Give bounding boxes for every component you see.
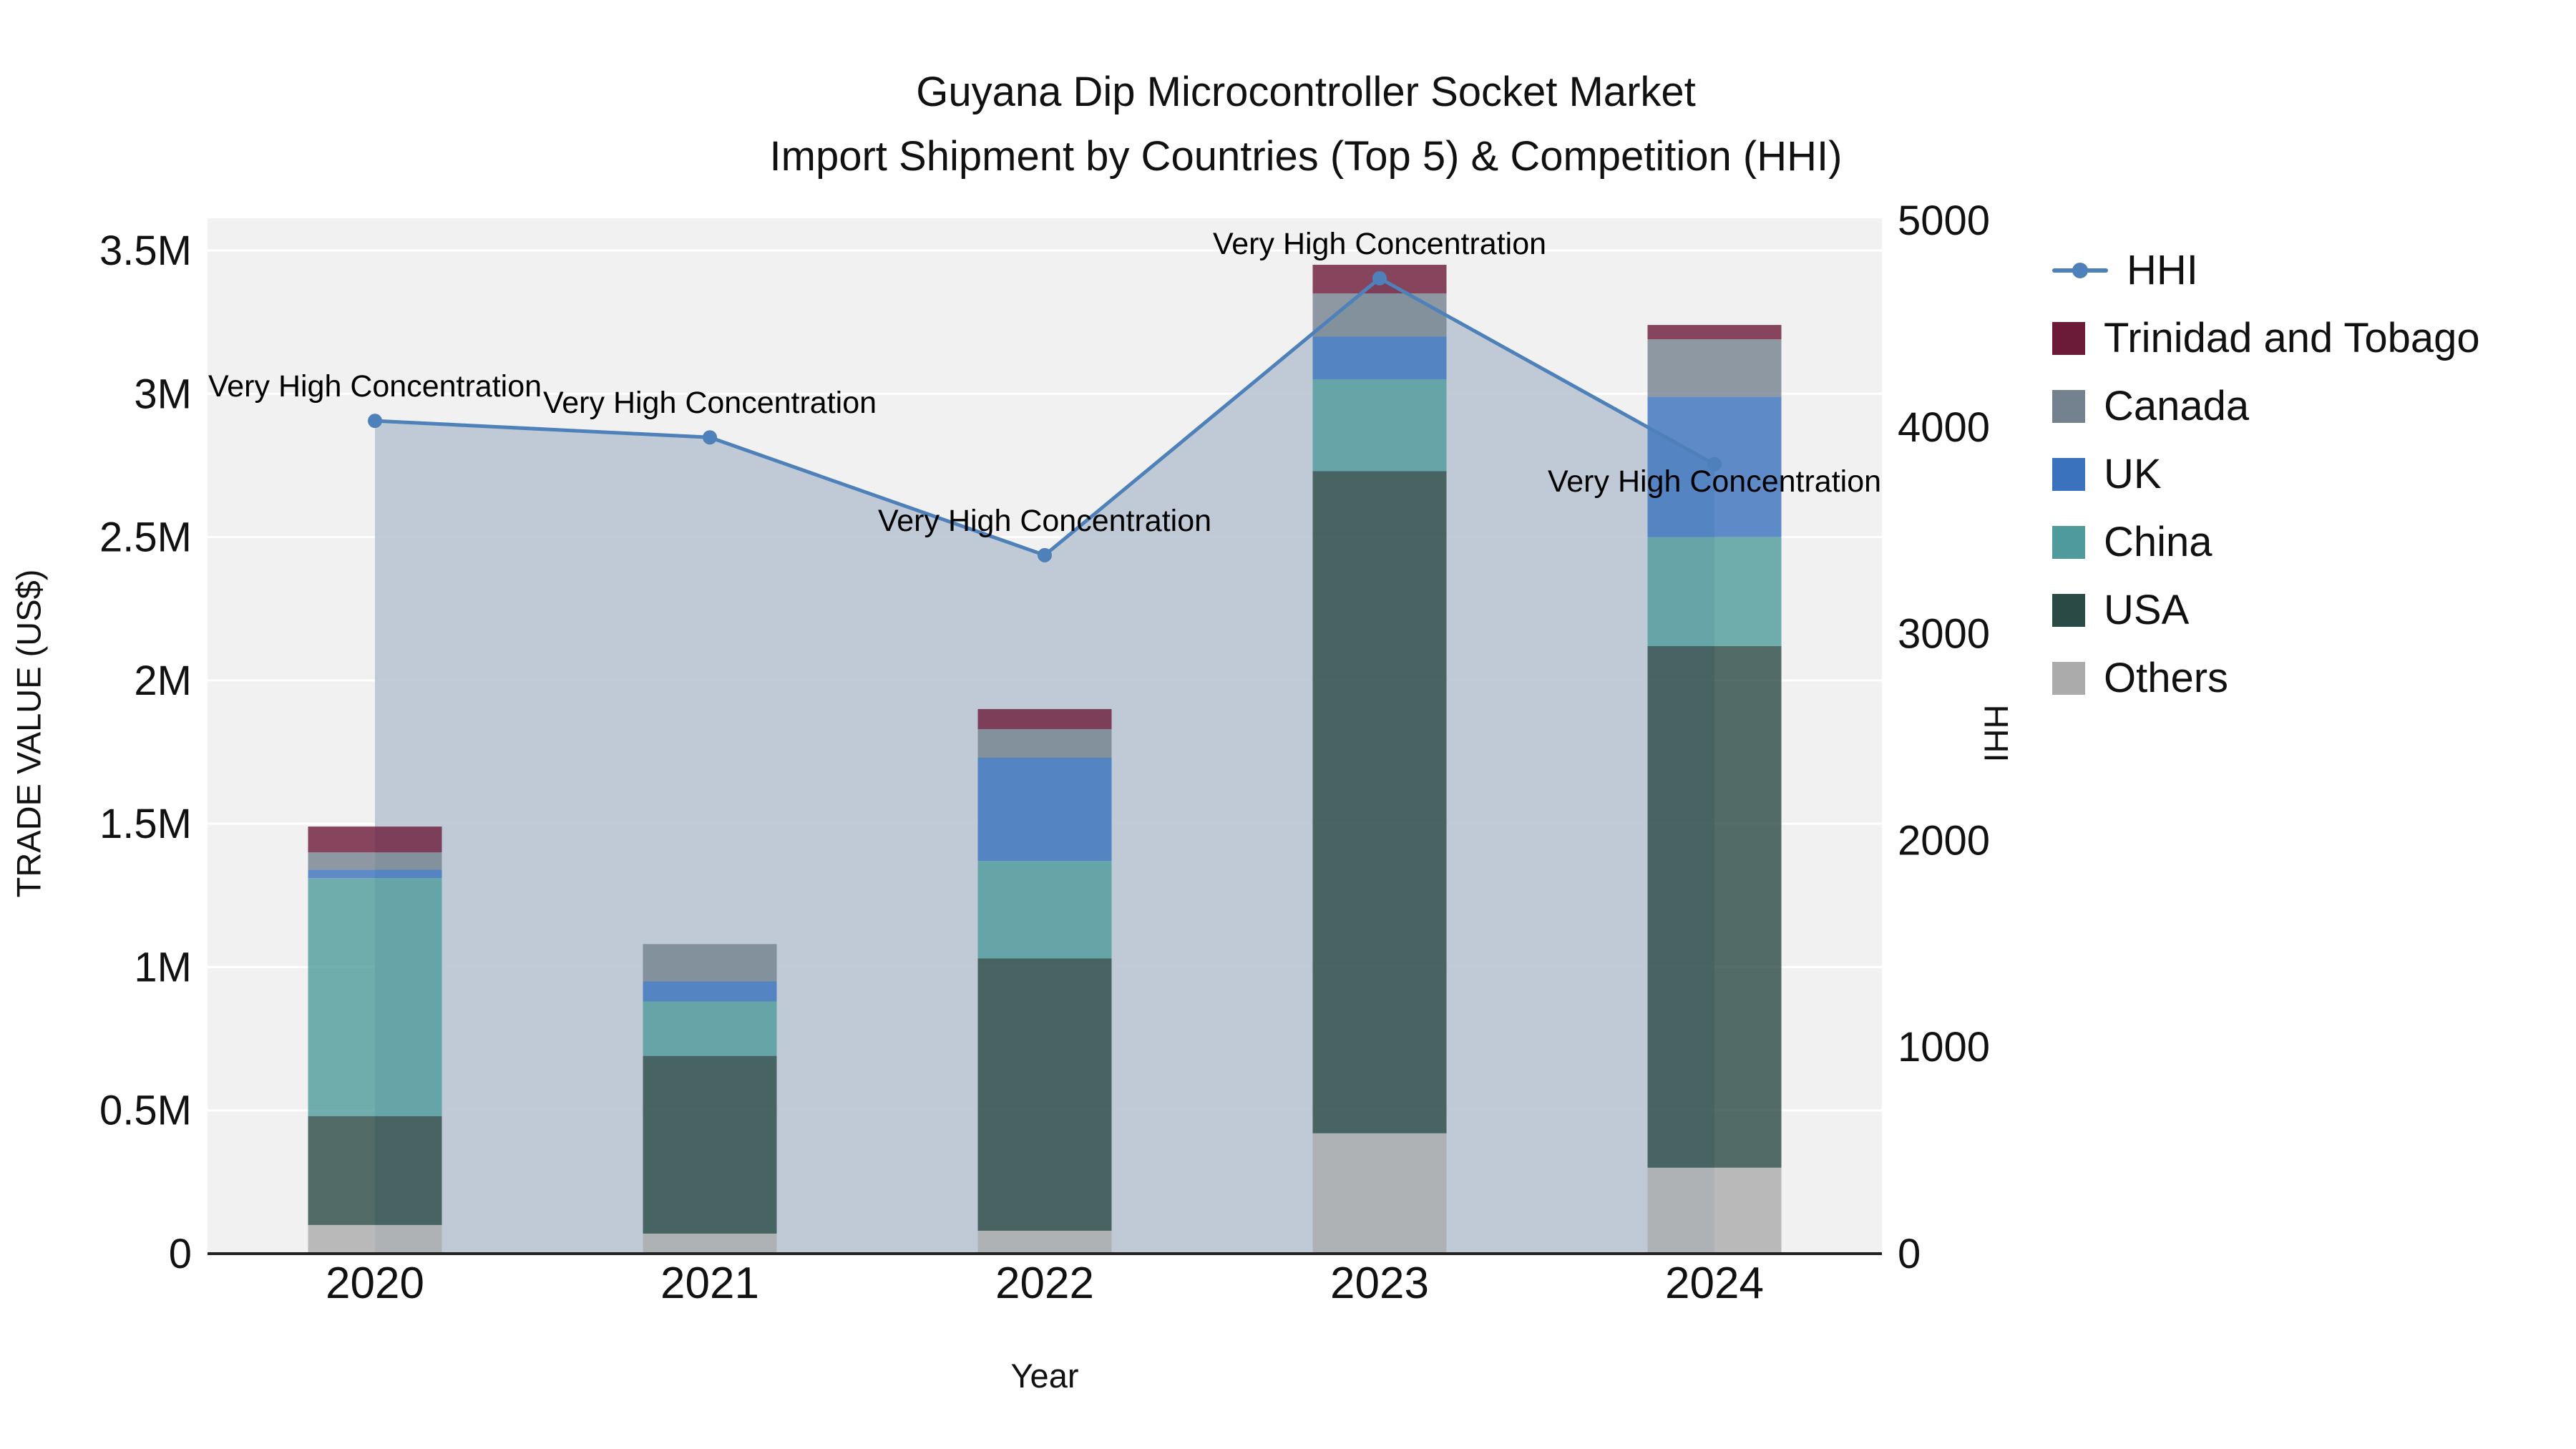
bar-trinidad-and-tobago-2022 xyxy=(977,708,1112,729)
y-right-tick-label: 3000 xyxy=(1898,611,1990,658)
bar-usa-2022 xyxy=(977,958,1112,1231)
y-right-tick-label: 1000 xyxy=(1898,1024,1990,1070)
legend-label: HHI xyxy=(2127,247,2198,293)
legend-swatch-icon xyxy=(2052,525,2085,559)
bar-usa-2023 xyxy=(1312,471,1447,1133)
chart-title: Guyana Dip Microcontroller Socket Market… xyxy=(770,60,1843,189)
legend-swatch-icon xyxy=(2052,389,2085,423)
y-axis-title-right: HHI xyxy=(1977,704,2016,763)
bar-china-2024 xyxy=(1647,537,1782,646)
bar-usa-2021 xyxy=(643,1055,777,1234)
bar-uk-2022 xyxy=(977,758,1112,862)
bar-uk-2020 xyxy=(308,869,442,879)
legend-swatch-icon xyxy=(2052,593,2085,627)
hhi-marker-2020 xyxy=(368,414,382,429)
hhi-marker-2021 xyxy=(703,430,717,445)
legend-label: Canada xyxy=(2104,383,2250,429)
y-left-tick-label: 0.5M xyxy=(99,1088,192,1134)
chart-title-line1: Guyana Dip Microcontroller Socket Market xyxy=(916,69,1696,115)
annotation-2024: Very High Concentration xyxy=(1548,464,1881,499)
bar-canada-2020 xyxy=(308,852,442,870)
hhi-marker-2024 xyxy=(1707,457,1722,472)
bar-others-2022 xyxy=(977,1230,1112,1254)
y-axis-title-left: TRADE VALUE (US$) xyxy=(9,569,48,898)
annotation-2020: Very High Concentration xyxy=(208,369,542,404)
legend-swatch-icon xyxy=(2052,457,2085,491)
legend-item-others[interactable]: Others xyxy=(2052,644,2480,712)
bar-canada-2021 xyxy=(643,944,777,982)
y-left-tick-label: 2.5M xyxy=(99,514,192,561)
legend-item-trinidad-and-tobago[interactable]: Trinidad and Tobago xyxy=(2052,304,2480,372)
legend-label: USA xyxy=(2104,587,2190,633)
bar-china-2022 xyxy=(977,861,1112,959)
hhi-marker-2022 xyxy=(1038,547,1052,562)
legend: HHI Trinidad and Tobago Canada UK China USA Ot… xyxy=(2052,236,2480,712)
x-axis-title: Year xyxy=(1010,1357,1079,1395)
legend-label: China xyxy=(2104,519,2212,565)
legend-item-china[interactable]: China xyxy=(2052,508,2480,576)
bar-usa-2024 xyxy=(1647,645,1782,1168)
bar-usa-2020 xyxy=(308,1116,442,1225)
y-right-tick-label: 5000 xyxy=(1898,197,1990,244)
legend-swatch-icon xyxy=(2052,321,2085,355)
y-left-tick-label: 3M xyxy=(134,371,192,417)
chart-title-line2: Import Shipment by Countries (Top 5) & C… xyxy=(769,133,1843,180)
x-tick-label-2021: 2021 xyxy=(660,1259,759,1308)
bar-trinidad-and-tobago-2024 xyxy=(1647,325,1782,340)
y-right-tick-label: 2000 xyxy=(1898,817,1990,864)
y-left-tick-label: 0 xyxy=(169,1231,192,1277)
bar-others-2024 xyxy=(1647,1167,1782,1254)
hhi-marker-2023 xyxy=(1372,270,1387,286)
y-right-tick-label: 4000 xyxy=(1898,404,1990,451)
legend-item-canada[interactable]: Canada xyxy=(2052,372,2480,440)
bar-others-2020 xyxy=(308,1224,442,1254)
y-left-tick-label: 3.5M xyxy=(99,228,192,274)
annotation-2023: Very High Concentration xyxy=(1213,227,1546,261)
legend-item-usa[interactable]: USA xyxy=(2052,576,2480,644)
bar-uk-2023 xyxy=(1312,336,1447,380)
bar-china-2023 xyxy=(1312,379,1447,472)
legend-dot-icon xyxy=(2072,262,2088,278)
x-tick-label-2023: 2023 xyxy=(1330,1259,1429,1308)
legend-label: Trinidad and Tobago xyxy=(2104,315,2480,361)
annotation-2022: Very High Concentration xyxy=(878,504,1211,538)
legend-item-uk[interactable]: UK xyxy=(2052,440,2480,508)
bar-canada-2022 xyxy=(977,728,1112,758)
annotation-2021: Very High Concentration xyxy=(543,386,877,420)
legend-label: Others xyxy=(2104,655,2229,701)
x-tick-label-2020: 2020 xyxy=(326,1259,424,1308)
bar-others-2021 xyxy=(643,1233,777,1254)
bar-uk-2021 xyxy=(643,981,777,1002)
bar-china-2021 xyxy=(643,1001,777,1056)
y-right-tick-label: 0 xyxy=(1898,1231,1921,1277)
legend-item-hhi[interactable]: HHI xyxy=(2052,236,2480,304)
legend-label: UK xyxy=(2104,451,2162,497)
bar-trinidad-and-tobago-2020 xyxy=(308,826,442,853)
legend-line-sample-icon xyxy=(2052,262,2108,278)
x-tick-label-2024: 2024 xyxy=(1665,1259,1764,1308)
bar-china-2020 xyxy=(308,878,442,1116)
y-left-tick-label: 1M xyxy=(134,944,192,990)
x-tick-label-2022: 2022 xyxy=(995,1259,1094,1308)
bar-others-2023 xyxy=(1312,1133,1447,1254)
legend-swatch-icon xyxy=(2052,661,2085,695)
bar-canada-2024 xyxy=(1647,339,1782,397)
y-left-tick-label: 1.5M xyxy=(99,801,192,847)
y-left-tick-label: 2M xyxy=(134,658,192,704)
